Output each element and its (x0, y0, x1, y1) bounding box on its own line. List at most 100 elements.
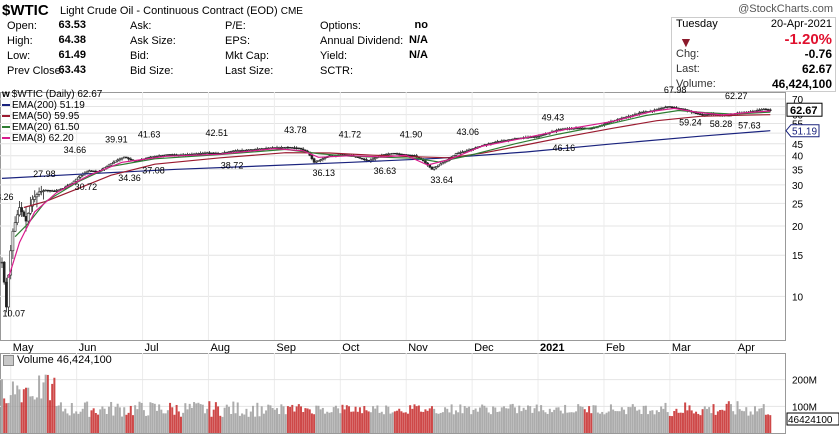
candle-body (535, 136, 539, 138)
volume-tick-label: 200M (792, 376, 817, 387)
ema20-label: EMA(20) 61.50 (12, 122, 80, 133)
volume-bar (518, 405, 521, 433)
candle-body (251, 149, 255, 151)
volume-legend: Volume 46,424,100 (3, 354, 112, 366)
volume-bar (579, 406, 582, 433)
quote-header: $WTIC Light Crude Oil - Continuous Contr… (0, 0, 839, 92)
candle-body (153, 156, 157, 158)
volume-bar (633, 406, 636, 433)
volume-bar (692, 413, 695, 433)
volume-bar (210, 416, 213, 433)
volume-bar (59, 402, 62, 433)
symbol: $WTIC (2, 2, 49, 19)
candle-body (247, 149, 250, 151)
quote-label-1-2: EPS: (225, 35, 251, 47)
x-tick-label: May (13, 342, 34, 354)
exchange-text: CME (280, 6, 303, 17)
volume-bar (173, 414, 176, 433)
volume-bar (372, 406, 375, 433)
volume-bar (5, 403, 8, 433)
volume-bar (27, 387, 30, 433)
candle-body (90, 170, 93, 172)
candle-body (116, 159, 119, 162)
volume-bar (131, 415, 134, 433)
candle-body (227, 151, 231, 153)
candle-body (293, 147, 296, 149)
y-tick-label: 10 (792, 292, 804, 303)
ema50-label: EMA(50) 59.95 (12, 111, 80, 122)
volume-bar (217, 406, 220, 433)
volume-bar (697, 413, 700, 433)
volume-bar (557, 407, 560, 433)
volume-bar (236, 402, 239, 433)
candle-body (605, 122, 608, 125)
volume-bar (365, 410, 368, 433)
quote-label-0-2: P/E: (225, 20, 246, 32)
volume-bar (723, 410, 726, 433)
volume-bar (426, 410, 429, 433)
candle-body (288, 147, 292, 149)
x-tick-label: Mar (672, 342, 691, 354)
volume-bar (537, 411, 540, 433)
volume-bar (614, 411, 617, 433)
volume-bar (509, 404, 512, 433)
volume-bar (53, 377, 56, 433)
candle-body (212, 152, 216, 155)
volume-bar (470, 414, 473, 433)
volume-bar (695, 411, 698, 433)
candle-body (9, 250, 13, 276)
volume-bar (430, 406, 433, 433)
price-annotation: 37.08 (142, 165, 165, 175)
price-annotation: 34.36 (118, 173, 141, 183)
candle-body (465, 150, 469, 152)
volume-bar (195, 403, 198, 433)
candle-body (358, 157, 362, 159)
legend-title-text: $WTIC (Daily) 62.67 (11, 89, 103, 100)
volume-bar (206, 408, 209, 433)
candle-body (762, 108, 766, 111)
volume-bar (68, 415, 71, 433)
price-annotation: 38.72 (221, 161, 244, 171)
candle-body (284, 146, 288, 149)
x-tick-label: Jun (79, 342, 97, 354)
volume-bar (483, 405, 486, 433)
volume-bar (699, 415, 702, 433)
volume-bar (188, 403, 191, 433)
volume-bar (535, 404, 538, 433)
volume-bar (162, 413, 165, 433)
volume-bar (649, 410, 652, 433)
volume-bar (461, 413, 464, 433)
candle-body (670, 106, 674, 109)
candle-body (232, 150, 235, 152)
volume-bar (629, 407, 632, 433)
volume-bar (258, 416, 261, 433)
quote-label-1-0: High: (7, 35, 33, 47)
volume-bar (457, 412, 460, 433)
candle-body (120, 157, 124, 160)
candle-body (77, 176, 80, 180)
volume-bar (302, 412, 305, 433)
candle-body (638, 112, 641, 115)
volume-bar (201, 404, 204, 433)
candle-body (249, 149, 253, 151)
volume-bar (339, 413, 342, 433)
volume-bar (620, 407, 623, 433)
candle-body (127, 157, 130, 160)
quote-label-3-0: Prev Close: (7, 65, 64, 77)
volume-bar (212, 409, 215, 433)
volume-bar (265, 410, 268, 433)
volume-bar (551, 412, 554, 433)
volume-bar (293, 411, 296, 433)
volume-bar (199, 404, 202, 433)
price-annotation: 41.90 (400, 129, 423, 139)
volume-bar (520, 411, 523, 433)
candle-body (225, 151, 229, 154)
volume-legend-text: Volume 46,424,100 (17, 354, 112, 366)
candle-body (496, 141, 499, 143)
candle-body (210, 152, 213, 154)
volume-bar (570, 412, 573, 433)
volume-bar (232, 401, 235, 433)
volume-bar (623, 409, 626, 433)
candle-body (282, 147, 285, 149)
volume-bar (57, 405, 60, 433)
